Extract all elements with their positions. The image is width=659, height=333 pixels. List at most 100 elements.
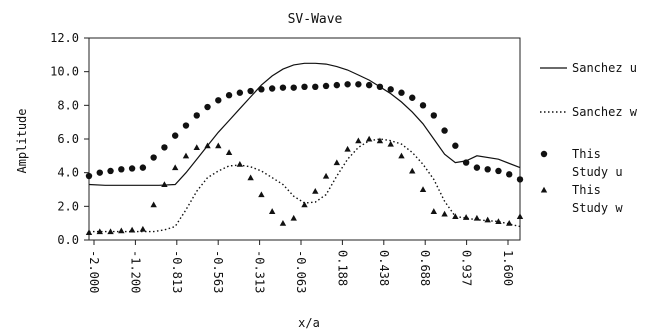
data-point-this-study-u bbox=[290, 84, 297, 91]
data-point-this-study-u bbox=[139, 164, 147, 171]
data-point-this-study-w bbox=[484, 216, 491, 223]
data-point-this-study-w bbox=[462, 214, 470, 220]
data-point-this-study-u bbox=[279, 84, 287, 91]
data-point-this-study-w bbox=[322, 172, 330, 179]
data-point-this-study-u bbox=[301, 83, 308, 91]
data-point-this-study-u bbox=[118, 166, 125, 173]
legend-item-this-study-u: This Study u bbox=[540, 147, 623, 179]
data-point-this-study-w bbox=[139, 225, 147, 232]
data-point-this-study-u bbox=[398, 89, 405, 96]
legend-label: Sanchez w bbox=[572, 105, 638, 119]
x-tick-label: -0.313 bbox=[253, 250, 267, 293]
data-point-this-study-w bbox=[516, 213, 524, 219]
series-sanchez-u bbox=[88, 62, 521, 186]
x-tick-label: -1.200 bbox=[128, 250, 142, 293]
data-point-this-study-u bbox=[462, 159, 470, 166]
data-point-this-study-u bbox=[495, 167, 502, 175]
y-tick-label: 6.0 bbox=[57, 132, 79, 146]
data-point-this-study-u bbox=[268, 85, 276, 92]
x-tick-label: 0.438 bbox=[377, 250, 391, 286]
data-point-this-study-w bbox=[85, 229, 93, 235]
plot-frame bbox=[88, 37, 521, 241]
data-point-this-study-u bbox=[344, 81, 351, 88]
data-point-this-study-w bbox=[107, 228, 114, 235]
x-tick-label: 1.600 bbox=[501, 250, 515, 286]
data-point-this-study-u bbox=[452, 142, 459, 149]
y-tick-label: 10.0 bbox=[50, 65, 79, 79]
data-point-this-study-u bbox=[355, 81, 362, 88]
data-point-this-study-u bbox=[365, 81, 373, 89]
data-point-this-study-w bbox=[215, 142, 222, 149]
x-axis: -2.000 -1.200 -0.813 -0.563 -0.313 -0.063 0.18… bbox=[87, 240, 515, 293]
y-axis: 0.0 2.0 4.0 6.0 8.0 10.0 12.0 bbox=[50, 31, 89, 247]
x-tick-label: 0.937 bbox=[460, 250, 474, 286]
series-sanchez-w bbox=[89, 138, 521, 233]
data-point-this-study-u bbox=[85, 172, 93, 180]
data-point-this-study-u bbox=[182, 122, 190, 129]
x-tick-label: -0.063 bbox=[294, 250, 308, 293]
legend-item-sanchez-u: Sanchez u bbox=[540, 61, 637, 75]
data-point-this-study-u bbox=[107, 167, 114, 175]
data-point-this-study-u bbox=[204, 103, 211, 111]
series-line-sanchez-u bbox=[88, 62, 521, 186]
legend-item-this-study-w: This Study w bbox=[540, 183, 623, 215]
data-point-this-study-u bbox=[193, 112, 200, 119]
data-point-this-study-u bbox=[225, 92, 233, 99]
data-point-this-study-w bbox=[506, 219, 513, 226]
data-point-this-study-u bbox=[419, 102, 427, 109]
data-point-this-study-w bbox=[333, 159, 341, 166]
y-tick-label: 0.0 bbox=[57, 233, 79, 247]
data-point-this-study-u bbox=[430, 112, 437, 119]
data-point-this-study-u bbox=[333, 81, 341, 89]
data-point-this-study-w bbox=[172, 164, 179, 171]
data-point-this-study-w bbox=[161, 181, 168, 188]
data-point-this-study-w bbox=[247, 174, 254, 181]
data-point-this-study-u bbox=[409, 94, 416, 101]
legend-label: This Study w bbox=[572, 183, 623, 215]
legend-swatch bbox=[540, 186, 548, 193]
data-point-this-study-w bbox=[419, 186, 427, 193]
data-point-this-study-w bbox=[128, 226, 136, 233]
legend-item-sanchez-w: Sanchez w bbox=[540, 105, 638, 119]
data-point-this-study-w bbox=[193, 144, 200, 150]
series-line-sanchez-w bbox=[89, 138, 521, 233]
x-tick-label: -0.563 bbox=[211, 250, 225, 293]
data-point-this-study-u bbox=[376, 83, 384, 91]
data-point-this-study-u bbox=[473, 164, 481, 171]
x-tick-label: -2.000 bbox=[87, 250, 101, 293]
x-axis-label: x/a bbox=[298, 316, 320, 330]
data-point-this-study-w bbox=[268, 208, 276, 214]
data-point-this-study-w bbox=[376, 137, 384, 144]
data-point-this-study-u bbox=[128, 165, 136, 172]
data-point-this-study-u bbox=[172, 132, 179, 139]
data-point-this-study-u bbox=[247, 87, 254, 95]
data-point-this-study-w bbox=[365, 135, 373, 142]
data-point-this-study-u bbox=[236, 89, 244, 96]
data-point-this-study-w bbox=[204, 142, 211, 149]
legend: Sanchez u Sanchez w This Study u This Study w bbox=[540, 61, 638, 215]
data-point-this-study-w bbox=[225, 149, 233, 156]
legend-label: Sanchez u bbox=[572, 61, 637, 75]
data-point-this-study-w bbox=[473, 214, 481, 221]
data-point-this-study-u bbox=[258, 86, 265, 93]
data-point-this-study-w bbox=[150, 201, 157, 208]
x-tick-label: -0.813 bbox=[170, 250, 184, 293]
y-tick-label: 12.0 bbox=[50, 31, 79, 45]
data-point-this-study-u bbox=[506, 171, 513, 178]
y-tick-label: 2.0 bbox=[57, 199, 79, 213]
data-point-this-study-w bbox=[441, 210, 448, 217]
data-point-this-study-u bbox=[441, 127, 448, 134]
data-point-this-study-w bbox=[96, 228, 103, 235]
data-point-this-study-u bbox=[387, 86, 394, 93]
series-layer bbox=[85, 62, 524, 235]
data-point-this-study-u bbox=[322, 82, 330, 90]
x-tick-label: 0.688 bbox=[418, 250, 432, 286]
data-point-this-study-w bbox=[452, 213, 459, 219]
legend-swatch bbox=[540, 150, 548, 158]
data-point-this-study-w bbox=[409, 167, 416, 174]
data-point-this-study-u bbox=[150, 154, 157, 161]
data-point-this-study-u bbox=[96, 169, 103, 176]
y-axis-label: Amplitude bbox=[15, 108, 29, 173]
chart-title: SV-Wave bbox=[288, 12, 343, 27]
